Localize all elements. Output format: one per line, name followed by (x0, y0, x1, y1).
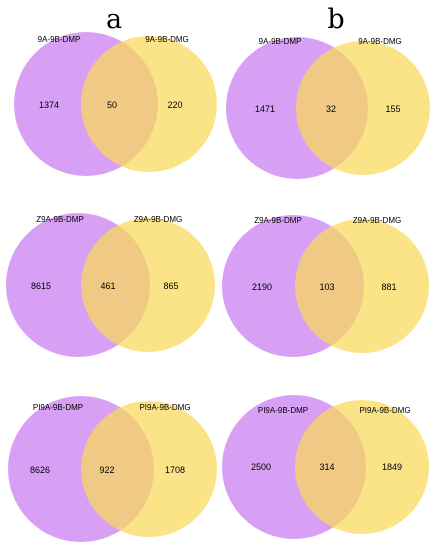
overlap-count: 50 (107, 100, 117, 110)
right-only-count: 220 (167, 100, 182, 110)
venn-diagram-a-3: PI9A-9B-DMP PI9A-9B-DMG 8626 922 1708 (8, 396, 217, 542)
left-set-label: Z9A-9B-DMP (36, 215, 84, 224)
right-set-label: Z9A-9B-DMG (353, 216, 401, 225)
left-only-count: 2500 (251, 462, 271, 472)
venn-circle-right (295, 400, 429, 534)
left-set-label: PI9A-9B-DMP (33, 403, 83, 412)
panel-letter-a: a (106, 4, 122, 35)
venn-circle-right (81, 218, 215, 352)
left-set-label: 9A-9B-DMP (259, 37, 302, 46)
left-only-count: 8615 (31, 281, 51, 291)
right-only-count: 155 (385, 104, 400, 114)
venn-diagram-b-1: 9A-9B-DMP 9A-9B-DMG 1471 32 155 (226, 37, 430, 179)
venn-circle-right (81, 401, 217, 537)
right-set-label: PI9A-9B-DMG (359, 406, 410, 415)
left-only-count: 8626 (30, 465, 50, 475)
left-set-label: 9A-9B-DMP (38, 35, 81, 44)
venn-circle-right (296, 41, 430, 175)
venn-diagram-a-1: 9A-9B-DMP 9A-9B-DMG 1374 50 220 (14, 32, 217, 176)
right-set-label: 9A-9B-DMG (145, 35, 189, 44)
right-only-count: 1849 (382, 462, 402, 472)
panel-b: b 9A-9B-DMP 9A-9B-DMG 1471 32 155 Z9A-9B… (222, 4, 430, 539)
panel-a: a 9A-9B-DMP 9A-9B-DMG 1374 50 220 Z9A-9B… (6, 4, 217, 542)
venn-diagram-b-3: PI9A-9B-DMP PI9A-9B-DMG 2500 314 1849 (222, 395, 429, 539)
venn-circle-right (295, 219, 429, 353)
venn-diagram-b-2: Z9A-9B-DMP Z9A-9B-DMG 2190 103 881 (222, 215, 429, 357)
overlap-count: 103 (319, 282, 334, 292)
left-only-count: 2190 (252, 282, 272, 292)
right-only-count: 1708 (165, 465, 185, 475)
left-set-label: PI9A-9B-DMP (258, 406, 308, 415)
right-set-label: PI9A-9B-DMG (139, 403, 190, 412)
overlap-count: 32 (326, 104, 336, 114)
right-only-count: 865 (163, 281, 178, 291)
left-only-count: 1374 (39, 100, 59, 110)
right-set-label: 9A-9B-DMG (358, 37, 402, 46)
overlap-count: 922 (99, 465, 114, 475)
right-set-label: Z9A-9B-DMG (134, 215, 182, 224)
left-only-count: 1471 (255, 104, 275, 114)
overlap-count: 461 (100, 281, 115, 291)
right-only-count: 881 (381, 282, 396, 292)
venn-diagram-a-2: Z9A-9B-DMP Z9A-9B-DMG 8615 461 865 (6, 213, 215, 357)
left-set-label: Z9A-9B-DMP (254, 216, 302, 225)
venn-circle-right (81, 36, 217, 172)
overlap-count: 314 (319, 462, 334, 472)
panel-letter-b: b (327, 4, 344, 35)
